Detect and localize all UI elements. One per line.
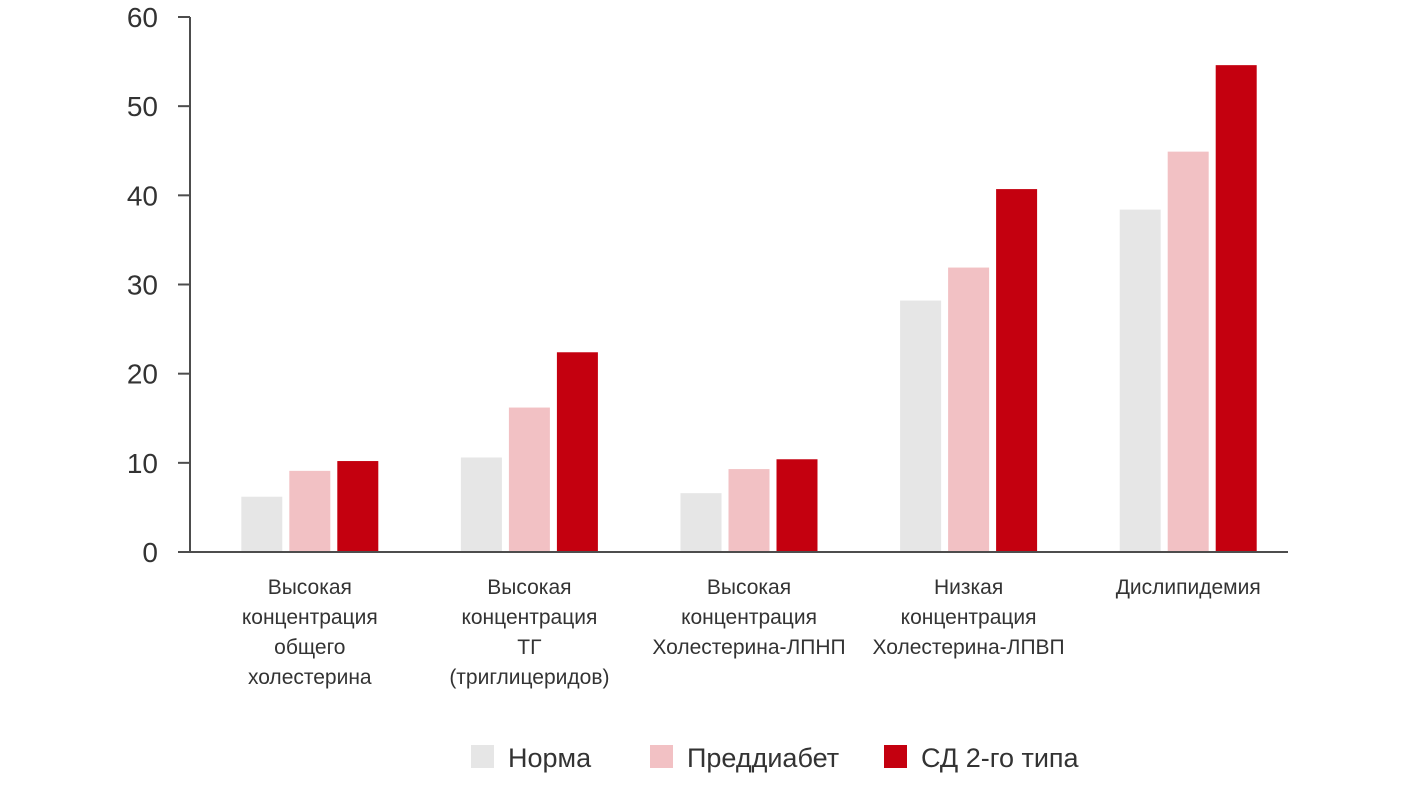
category-labels: Высокая концентрация общего холестеринаВысо…	[242, 576, 1261, 689]
bar	[900, 300, 942, 552]
x-category-label-line: Дислипидемия	[1116, 576, 1261, 599]
legend-swatch	[650, 745, 673, 768]
legend: Норма Преддиабет СД 2-го типа	[471, 743, 1080, 773]
bar	[948, 267, 990, 552]
legend-swatch	[884, 745, 907, 768]
bar	[241, 496, 283, 552]
x-category-label-line: Низкая	[934, 576, 1003, 599]
x-category-label-line: Высокая	[707, 576, 791, 599]
y-tick-label: 60	[127, 2, 158, 33]
bars	[241, 65, 1257, 553]
x-category-label: Высокая концентрация ТГ (триглицеридов)	[449, 576, 609, 689]
y-tick-label: 20	[127, 359, 158, 390]
bar	[1215, 65, 1257, 553]
x-category-label-line: Высокая	[268, 576, 352, 599]
legend-label: СД 2-го типа	[921, 743, 1080, 773]
x-category-label-line: концентрация	[681, 606, 817, 629]
y-tick-label: 30	[127, 270, 158, 301]
x-category-label: Высокая концентрация общего холестерина	[242, 576, 378, 689]
legend-label: Преддиабет	[687, 743, 839, 773]
y-tick-label: 40	[127, 180, 158, 211]
x-category-label: Низкая концентрация Холестерина-ЛПВП	[873, 576, 1065, 659]
x-category-label-line: общего	[274, 636, 345, 659]
bar	[728, 469, 770, 552]
x-category-label-line: концентрация	[461, 606, 597, 629]
bar	[996, 189, 1038, 552]
bar	[1119, 209, 1161, 552]
y-axis: 0 10 20 30 40 50 60	[127, 2, 191, 568]
x-category-label-line: холестерина	[248, 666, 372, 689]
x-category-label-line: Холестерина-ЛПНП	[652, 636, 845, 659]
x-category-label-line: Высокая	[487, 576, 571, 599]
bar	[337, 461, 379, 552]
x-category-label-line: (триглицеридов)	[449, 666, 609, 689]
x-category-label-line: ТГ	[517, 636, 541, 659]
bar	[460, 457, 502, 552]
x-category-label: Высокая концентрация Холестерина-ЛПНП	[652, 576, 845, 659]
bar	[289, 470, 331, 552]
y-tick-label: 10	[127, 448, 158, 479]
x-category-label: Дислипидемия	[1116, 576, 1261, 599]
y-tick-label: 50	[127, 91, 158, 122]
x-category-label-line: концентрация	[242, 606, 378, 629]
bar	[556, 352, 598, 552]
bar	[508, 407, 550, 552]
bar	[776, 459, 818, 552]
legend-swatch	[471, 745, 494, 768]
x-category-label-line: Холестерина-ЛПВП	[873, 636, 1065, 659]
bar	[680, 493, 722, 552]
legend-label: Норма	[508, 743, 592, 773]
y-tick-label: 0	[142, 537, 158, 568]
x-category-label-line: концентрация	[901, 606, 1037, 629]
bar	[1167, 151, 1209, 552]
